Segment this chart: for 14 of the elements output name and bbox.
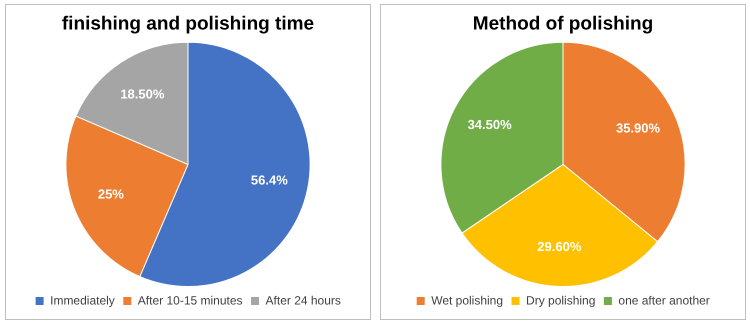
data-label: 56.4% xyxy=(250,172,288,188)
data-label: 35.90% xyxy=(616,120,660,136)
legend-label: Immediately xyxy=(50,293,115,308)
data-label: 29.60% xyxy=(537,238,582,254)
chart-title: finishing and polishing time xyxy=(62,14,314,35)
data-label: 34.50% xyxy=(468,117,512,132)
data-label: 18.50% xyxy=(120,86,165,102)
data-label: 25% xyxy=(98,186,124,202)
legend-label: After 24 hours xyxy=(266,293,341,308)
legend-label: After 10-15 minutes xyxy=(138,293,243,308)
legend-label: Dry polishing xyxy=(526,293,596,308)
chart-title: Method of polishing xyxy=(472,14,654,35)
legend-label: Wet polishing xyxy=(431,293,504,308)
legend-label: one after another xyxy=(618,293,710,308)
